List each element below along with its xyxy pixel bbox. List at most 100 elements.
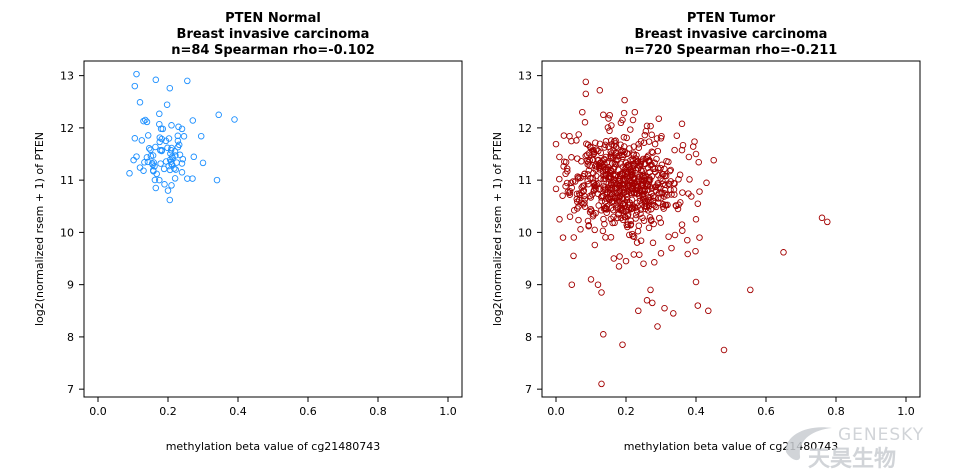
data-point xyxy=(574,155,581,162)
data-point xyxy=(166,84,174,92)
data-point xyxy=(575,131,582,138)
data-point xyxy=(161,181,168,188)
data-point xyxy=(613,197,621,205)
data-point xyxy=(620,151,628,159)
data-point xyxy=(596,166,603,173)
data-point xyxy=(605,175,612,182)
data-point xyxy=(656,214,663,222)
data-point xyxy=(582,90,590,98)
data-point xyxy=(562,158,570,166)
data-point xyxy=(601,220,608,228)
data-point xyxy=(632,170,639,177)
data-point xyxy=(686,176,693,183)
data-point xyxy=(156,138,163,146)
data-point xyxy=(703,179,710,187)
data-point xyxy=(144,132,152,139)
data-point xyxy=(632,215,639,222)
data-point xyxy=(646,168,654,176)
logo-swirl-icon xyxy=(785,427,832,461)
x-tick-label: 0.6 xyxy=(299,405,317,418)
y-tick-label: 8 xyxy=(67,331,74,344)
data-point xyxy=(126,170,133,177)
data-point xyxy=(657,250,665,257)
data-point xyxy=(152,143,159,151)
data-point xyxy=(637,210,644,217)
data-point xyxy=(600,183,607,190)
y-tick-label: 10 xyxy=(518,226,532,239)
data-point xyxy=(172,166,179,173)
watermark-english: GENESKY xyxy=(838,425,924,445)
data-point xyxy=(637,138,645,145)
data-point xyxy=(600,331,607,338)
data-point xyxy=(601,156,608,164)
data-point xyxy=(678,221,686,228)
data-point xyxy=(579,108,586,116)
data-point xyxy=(622,257,630,265)
data-point xyxy=(653,155,660,163)
data-point xyxy=(569,178,577,185)
data-point xyxy=(606,111,613,119)
data-point xyxy=(634,227,642,235)
data-point xyxy=(636,251,643,258)
data-point xyxy=(629,165,636,172)
data-point xyxy=(133,70,140,78)
data-point xyxy=(658,189,665,197)
data-point xyxy=(581,199,588,207)
data-point xyxy=(666,181,673,188)
data-point xyxy=(617,207,624,214)
data-point xyxy=(616,172,624,180)
data-point xyxy=(629,185,636,193)
data-point xyxy=(174,137,182,145)
data-point xyxy=(164,187,172,194)
data-point xyxy=(600,111,607,119)
data-point xyxy=(607,215,615,223)
data-point xyxy=(677,199,684,206)
data-point xyxy=(170,165,178,172)
data-point xyxy=(552,185,560,193)
data-point xyxy=(649,201,656,208)
data-point xyxy=(655,115,663,122)
x-tick-label: 0.6 xyxy=(757,405,775,418)
data-point xyxy=(131,135,139,142)
data-point xyxy=(622,159,630,166)
data-point xyxy=(141,159,148,166)
data-point xyxy=(573,137,580,144)
data-point xyxy=(598,289,605,296)
data-point xyxy=(692,247,699,255)
data-point xyxy=(651,140,659,148)
plot-frame xyxy=(541,60,921,398)
data-points xyxy=(126,70,238,204)
data-point xyxy=(665,233,672,240)
data-point xyxy=(601,144,608,151)
data-point xyxy=(643,154,651,161)
data-point xyxy=(624,211,632,218)
data-point xyxy=(566,132,573,140)
data-point xyxy=(143,118,151,126)
data-point xyxy=(614,214,621,222)
data-point xyxy=(215,111,222,119)
data-point xyxy=(577,226,584,233)
data-point xyxy=(601,184,608,191)
data-point xyxy=(167,158,175,165)
data-point xyxy=(152,76,160,84)
data-point xyxy=(695,158,702,166)
data-point xyxy=(168,161,176,168)
x-tick-label: 0.8 xyxy=(369,405,387,418)
data-point xyxy=(675,176,682,183)
data-point xyxy=(640,139,648,146)
data-point xyxy=(602,141,609,149)
data-point xyxy=(585,180,592,188)
data-point xyxy=(647,286,654,294)
data-point xyxy=(600,215,607,223)
data-point xyxy=(623,134,630,142)
data-point xyxy=(213,176,221,184)
data-point xyxy=(665,180,672,187)
data-point xyxy=(625,182,632,189)
data-point xyxy=(595,202,602,209)
data-point xyxy=(594,157,602,164)
data-point xyxy=(616,176,624,183)
data-point xyxy=(168,182,175,189)
data-point xyxy=(189,175,196,182)
data-point xyxy=(620,186,628,194)
data-point xyxy=(158,147,165,155)
